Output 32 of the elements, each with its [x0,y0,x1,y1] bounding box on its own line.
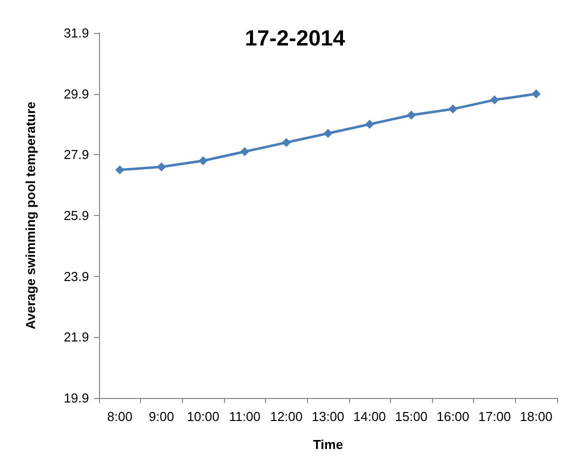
point [365,120,374,129]
x-tick-label: 10:00 [186,409,220,424]
point [156,162,166,172]
point [240,147,250,156]
x-tick-label: 8:00 [107,409,132,424]
y-tick-label: 21.9 [64,330,89,345]
y-tick-label: 19.9 [64,390,89,406]
x-tick-label: 15:00 [395,409,428,424]
x-tick-label: 18:00 [520,409,552,424]
x-tick-label: 12:00 [270,409,303,424]
x-tick-label: 17:00 [478,409,511,424]
x-tick-label: 13:00 [312,409,344,424]
y-tick-label: 25.9 [64,208,89,223]
y-axis-title: Average swimming pool temperature [23,102,38,330]
x-tick-label: 16:00 [436,409,470,424]
point [448,104,458,114]
x-tick-label: 9:00 [148,409,174,424]
point [490,95,500,104]
y-tick-label: 27.9 [64,147,89,162]
point [282,138,291,147]
x-tick-label: 11:00 [228,409,261,424]
point [324,128,332,138]
y-tick-label: 23.9 [64,268,89,284]
chart-title: 17-2-2014 [244,26,346,50]
y-tick-label: 31.9 [64,26,89,40]
point [532,89,541,98]
x-tick-label: 14:00 [353,409,386,424]
point [198,156,208,166]
y-tick-label: 29.9 [64,86,89,102]
point [115,165,124,174]
x-axis-title: Time [312,437,344,452]
point [406,110,416,120]
